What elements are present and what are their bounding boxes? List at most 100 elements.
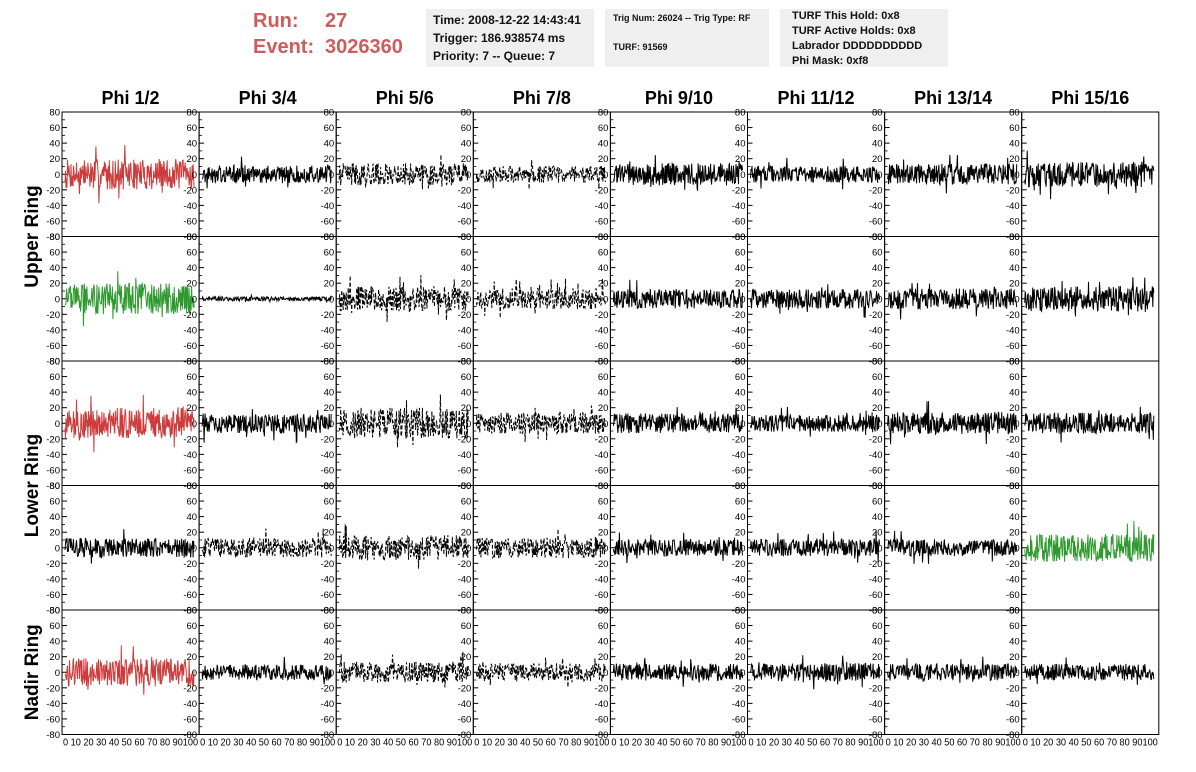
y-tick-label: 0	[192, 294, 197, 305]
y-tick-label: -20	[869, 310, 883, 321]
y-tick-label: 60	[598, 248, 609, 259]
y-tick-label: 40	[872, 637, 883, 648]
y-tick-label: 40	[598, 263, 609, 274]
y-tick-label: -60	[869, 341, 883, 352]
y-tick-label: -40	[183, 325, 197, 336]
y-tick-label: -60	[183, 216, 197, 227]
y-tick-label: 0	[603, 543, 608, 554]
waveform-panel: 80 60 40 20 0 -20 -40 -60 -80	[183, 232, 337, 368]
y-tick-label: 60	[735, 621, 746, 632]
y-tick-label: 60	[187, 497, 198, 508]
y-tick-label: 20	[324, 403, 335, 414]
y-tick-label: 40	[872, 512, 883, 523]
y-tick-label: 0	[55, 419, 60, 430]
y-tick-label: 20	[872, 154, 883, 165]
y-tick-label: -80	[1006, 481, 1020, 492]
y-tick-label: 60	[324, 372, 335, 383]
y-tick-label: -80	[869, 481, 883, 492]
y-tick-label: 80	[324, 108, 335, 119]
y-tick-label: 60	[461, 621, 472, 632]
y-tick-label: 80	[598, 481, 609, 492]
y-tick-label: 60	[324, 621, 335, 632]
y-tick-label: 0	[877, 543, 882, 554]
y-tick-label: -20	[46, 559, 60, 570]
waveform-trace	[475, 405, 606, 443]
waveform-panel: 80 60 40 20 0 -20 -40 -60 -80	[869, 108, 1023, 243]
y-tick-label: -60	[46, 216, 60, 227]
y-tick-label: -60	[869, 590, 883, 601]
waveform-panel: 80 60 40 20 0 -20 -40 -60 -80	[320, 357, 474, 492]
y-tick-label: 60	[1009, 123, 1020, 134]
y-tick-label: 80	[735, 481, 746, 492]
y-tick-label: 0	[192, 419, 197, 430]
y-tick-label: -60	[320, 341, 334, 352]
waveform-trace	[202, 156, 332, 189]
y-tick-label: 40	[49, 512, 60, 523]
waveform-panel: 80 60 40 20 0 -20 -40 -60 -80	[1006, 357, 1160, 492]
waveform-trace	[612, 155, 743, 191]
y-tick-label: -40	[595, 699, 609, 710]
y-tick-label: -60	[595, 590, 609, 601]
waveform-panel: 80 60 40 20 0 -20 -40 -60 -80	[595, 606, 749, 741]
waveform-trace	[750, 284, 881, 318]
y-tick-label: -20	[183, 683, 197, 694]
y-tick-label: -20	[595, 185, 609, 196]
y-tick-label: -80	[46, 481, 60, 492]
y-tick-label: -20	[46, 434, 60, 445]
waveform-trace	[338, 394, 469, 448]
y-tick-label: -60	[46, 465, 60, 476]
run-event-info: Run: 27 Event: 3026360	[253, 8, 403, 60]
y-tick-label: -80	[595, 481, 609, 492]
y-tick-label: -60	[183, 465, 197, 476]
y-tick-label: -80	[732, 357, 746, 368]
y-tick-label: 0	[877, 668, 882, 679]
waveform-panel: 80 60 40 20 0 -20 -40 -60 -80	[1006, 606, 1160, 741]
y-tick-label: 20	[598, 528, 609, 539]
waveform-trace	[201, 409, 332, 444]
y-tick-label: 60	[1009, 248, 1020, 259]
x-tick-labels: 0 10 20 30 40 50 60 70 80 90100	[63, 737, 198, 749]
y-tick-label: -80	[595, 357, 609, 368]
y-tick-label: -20	[869, 683, 883, 694]
y-tick-label: -80	[458, 357, 472, 368]
y-tick-label: -80	[869, 357, 883, 368]
y-tick-label: 80	[735, 108, 746, 119]
y-tick-label: 0	[740, 170, 745, 181]
y-tick-label: 20	[187, 528, 198, 539]
y-tick-label: 40	[49, 637, 60, 648]
waveform-panel: 80 60 40 20 0 -20 -40 -60 -80	[732, 606, 886, 741]
waveform-panel: 80 60 40 20 0 -20 -40 -60 -80	[320, 606, 474, 741]
waveform-trace	[887, 154, 1018, 194]
y-tick-label: -60	[595, 216, 609, 227]
waveform-panel: 80 60 40 20 0 -20 -40 -60 -80	[458, 481, 611, 617]
y-tick-label: 20	[598, 279, 609, 290]
y-tick-label: 20	[324, 154, 335, 165]
y-tick-label: 20	[461, 403, 472, 414]
waveform-trace	[64, 529, 195, 564]
y-tick-label: -80	[183, 232, 197, 243]
y-tick-label: -20	[458, 559, 472, 570]
y-tick-label: -60	[595, 341, 609, 352]
y-tick-label: 0	[192, 170, 197, 181]
y-tick-label: -20	[595, 559, 609, 570]
y-tick-label: 0	[55, 294, 60, 305]
y-tick-label: 40	[735, 139, 746, 150]
y-tick-label: 80	[598, 108, 609, 119]
y-tick-label: 80	[461, 481, 472, 492]
waveform-trace	[1024, 657, 1155, 685]
y-tick-label: -60	[732, 465, 746, 476]
y-tick-label: 80	[187, 357, 198, 368]
y-tick-label: 0	[329, 668, 334, 679]
waveform-panel: 80 60 40 20 0 -20 -40 -60 -80	[320, 108, 474, 243]
y-tick-label: 0	[603, 294, 608, 305]
y-tick-label: 60	[1009, 372, 1020, 383]
y-tick-label: -40	[320, 201, 334, 212]
y-tick-label: 80	[49, 232, 60, 243]
y-tick-label: 0	[1014, 543, 1019, 554]
waveform-trace	[887, 530, 1018, 564]
waveform-trace	[201, 293, 332, 304]
y-tick-label: 20	[324, 279, 335, 290]
ring-label: Lower Ring	[22, 434, 43, 537]
y-tick-label: 60	[735, 497, 746, 508]
waveform-panel: 80 60 40 20 0 -20 -40 -60 -80	[732, 481, 886, 617]
